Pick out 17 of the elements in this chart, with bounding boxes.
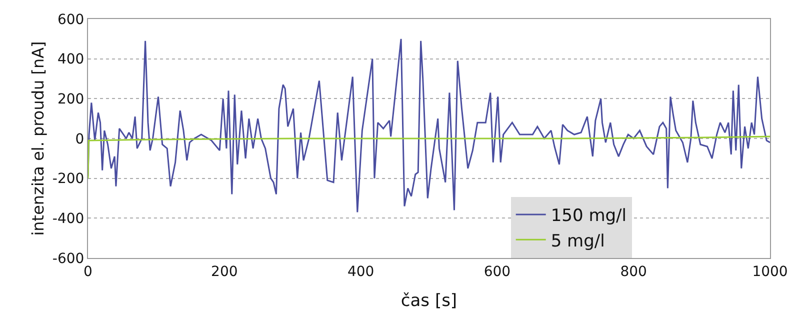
- y-tick-label: -600: [52, 250, 84, 267]
- x-tick-label: 600: [484, 264, 511, 280]
- x-tick-label: 1000: [752, 264, 788, 280]
- y-tick-label: -200: [52, 171, 84, 188]
- y-tick-label: 400: [57, 52, 84, 68]
- legend-label: 150 mg/l: [550, 206, 626, 226]
- x-axis-title: čas [s]: [400, 291, 458, 312]
- legend-label: 5 mg/l: [550, 231, 605, 252]
- y-tick-label: 0: [75, 131, 84, 148]
- x-tick-label: 400: [347, 264, 374, 280]
- y-tick-label: 200: [57, 92, 84, 108]
- y-tick-label: -400: [52, 211, 84, 228]
- x-tick-label: 200: [211, 264, 238, 280]
- y-axis-title: intenzita el. proudu [nA]: [28, 41, 48, 236]
- y-tick-label: 600: [57, 12, 84, 28]
- line-series: [88, 136, 770, 180]
- x-tick-label: 800: [620, 264, 647, 280]
